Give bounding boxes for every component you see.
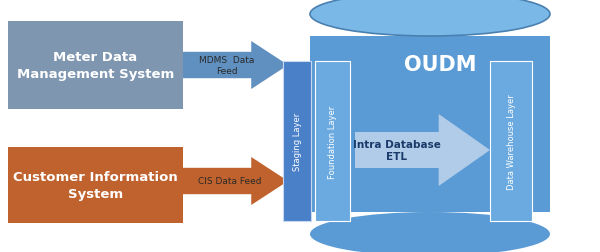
Bar xyxy=(8,147,183,223)
Text: CIS Data Feed: CIS Data Feed xyxy=(199,177,262,186)
Text: MDMS  Data
Feed: MDMS Data Feed xyxy=(199,56,255,76)
Text: Data Warehouse Layer: Data Warehouse Layer xyxy=(506,94,515,189)
Bar xyxy=(310,37,550,212)
Ellipse shape xyxy=(310,212,550,252)
Text: Meter Data
Management System: Meter Data Management System xyxy=(17,51,174,81)
Bar xyxy=(8,22,183,110)
Bar xyxy=(490,62,532,221)
Ellipse shape xyxy=(310,0,550,37)
Text: Customer Information
System: Customer Information System xyxy=(13,170,178,200)
Bar xyxy=(283,62,311,221)
Text: Staging Layer: Staging Layer xyxy=(293,112,302,170)
Polygon shape xyxy=(355,115,490,186)
Polygon shape xyxy=(183,42,288,90)
Text: Foundation Layer: Foundation Layer xyxy=(328,105,337,178)
Polygon shape xyxy=(183,158,288,205)
Text: Intra Database
ETL: Intra Database ETL xyxy=(353,139,441,162)
Text: OUDM: OUDM xyxy=(404,55,476,75)
Bar xyxy=(315,62,350,221)
